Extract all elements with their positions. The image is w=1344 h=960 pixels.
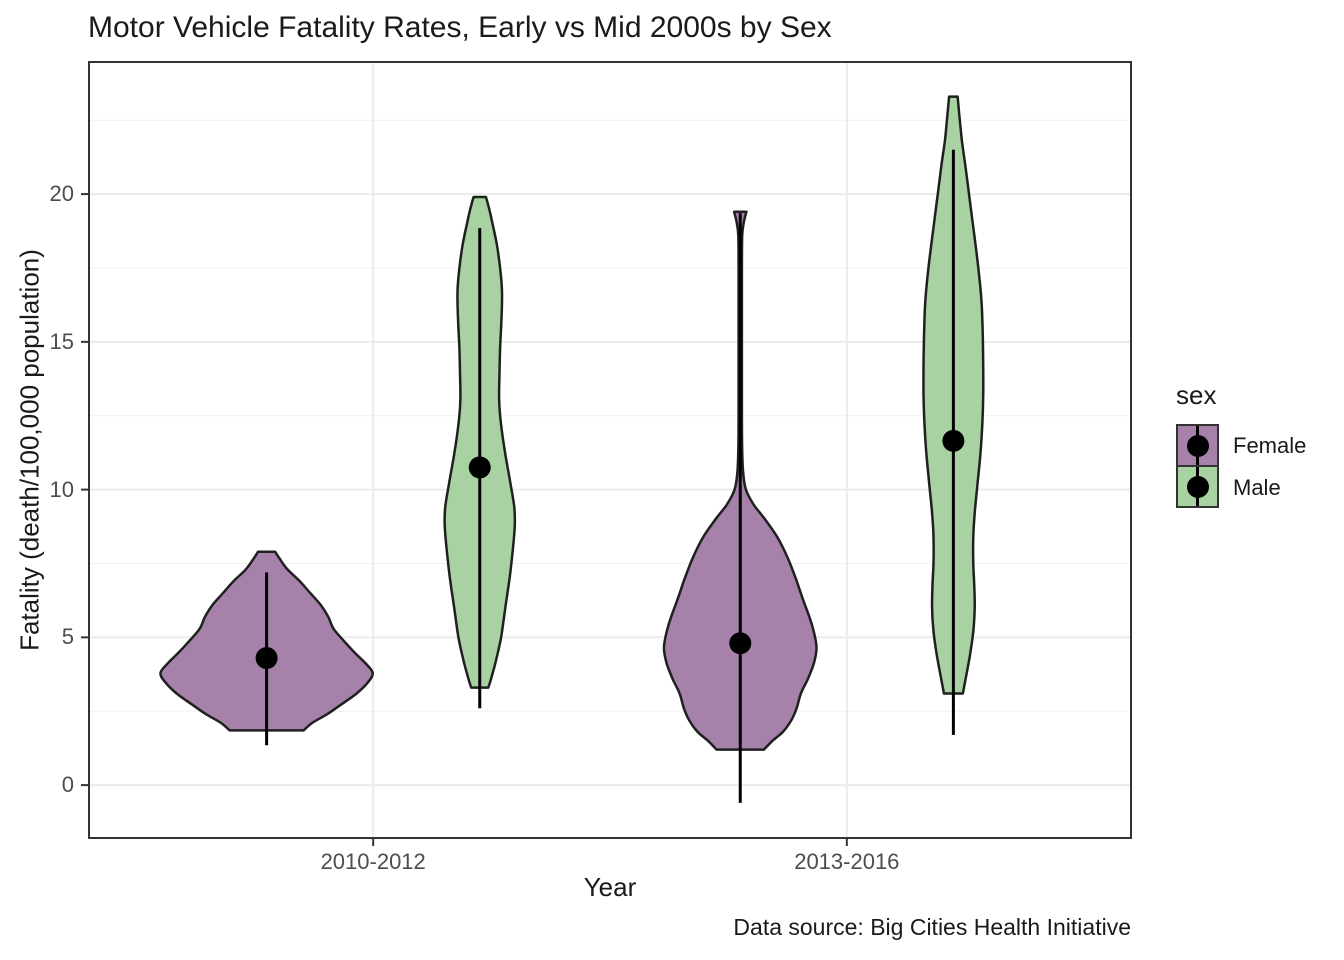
legend-key-female-swatch xyxy=(1176,424,1219,467)
violin-male-2010-2012 xyxy=(443,195,517,709)
legend-label-female: Female xyxy=(1233,432,1307,458)
x-tick-label: 2013-2016 xyxy=(794,849,900,874)
y-tick-label: 0 xyxy=(61,772,74,798)
median-point-female-2013-2016 xyxy=(729,632,752,655)
x-tick-label: 2010-2012 xyxy=(320,849,426,874)
violin-female-2010-2012 xyxy=(159,550,374,746)
median-point-male-2013-2016 xyxy=(942,429,965,452)
panel-border xyxy=(88,61,1132,839)
x-axis-title: Year xyxy=(583,872,637,902)
median-point-male-2010-2012 xyxy=(468,456,491,479)
legend-label-male: Male xyxy=(1233,474,1281,500)
violin-female-2013-2016 xyxy=(662,210,818,803)
data-source-caption: Data source: Big Cities Health Initiativ… xyxy=(733,914,1131,940)
legend: sex Female Male xyxy=(1176,380,1306,508)
page-title: Motor Vehicle Fatality Rates, Early vs M… xyxy=(88,11,832,44)
y-tick-label: 20 xyxy=(49,181,74,207)
legend-entry-male: Male xyxy=(1176,465,1306,508)
legend-entry-female: Female xyxy=(1176,424,1306,467)
legend-key-point-icon xyxy=(1186,475,1209,498)
y-tick-label: 10 xyxy=(49,476,74,502)
violin-male-2013-2016 xyxy=(922,95,985,735)
legend-key-male-swatch xyxy=(1176,465,1219,508)
legend-title: sex xyxy=(1176,380,1217,410)
y-axis-title: Fatality (death/100,000 population) xyxy=(14,249,45,651)
y-tick-label: 15 xyxy=(49,328,74,354)
legend-key-point-icon xyxy=(1186,434,1209,457)
median-point-female-2010-2012 xyxy=(255,647,278,670)
y-tick-label: 5 xyxy=(61,624,74,650)
